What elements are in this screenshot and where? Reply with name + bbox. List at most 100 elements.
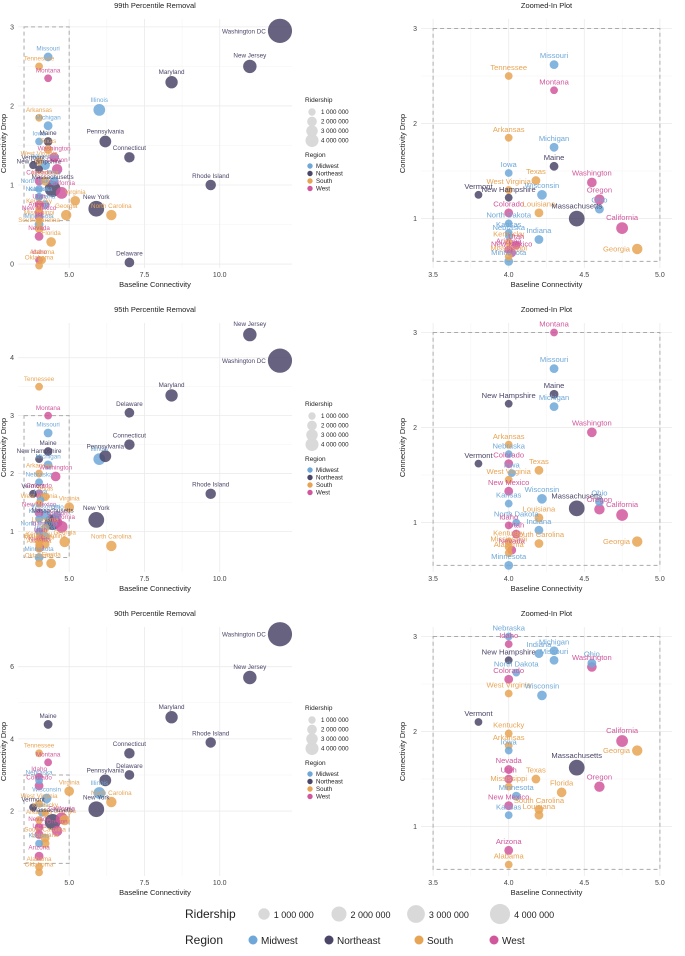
bottom-legend-swatch-midwest <box>248 935 258 945</box>
data-label-iowa: Iowa <box>504 460 521 469</box>
data-point-colorado <box>504 208 514 218</box>
x-tick-label: 4.0 <box>504 272 514 279</box>
data-point-rhode-island <box>205 488 216 500</box>
data-label-massachusetts: Massachusetts <box>551 491 602 500</box>
data-point-montana <box>44 758 53 767</box>
data-label-louisiana: Louisiana <box>523 504 556 513</box>
data-label-iowa: Iowa <box>32 131 46 138</box>
x-tick-label: 5.0 <box>655 880 665 887</box>
data-label-new-mexico: New Mexico <box>488 478 529 487</box>
data-point-colorado <box>34 781 44 791</box>
data-point-iowa <box>504 169 513 177</box>
data-label-nebraska: Nebraska <box>26 186 53 193</box>
data-label-rhode-island: Rhode Island <box>192 173 230 180</box>
data-point-new-york <box>88 200 105 217</box>
panel-title: Zoomed-In Plot <box>521 609 573 618</box>
data-label-new-hampshire: New Hampshire <box>17 448 62 455</box>
bottom-legend-size-swatch <box>489 903 511 925</box>
data-point-new-york <box>88 801 105 818</box>
panel-title: 90th Percentile Removal <box>114 609 196 618</box>
data-point-missouri <box>549 364 559 374</box>
zoom-region-box <box>23 26 70 222</box>
data-label-tennessee: Tennessee <box>24 376 55 383</box>
data-label-nevada: Nevada <box>28 225 50 232</box>
data-point-pennsylvania <box>99 450 112 463</box>
x-tick-label: 4.5 <box>579 576 589 583</box>
data-label-idaho: Idaho <box>31 249 47 256</box>
legend-ridership-title: Ridership <box>305 97 333 104</box>
data-point-louisiana <box>40 176 50 186</box>
data-point-tennessee <box>504 72 513 80</box>
data-point-texas <box>534 465 544 475</box>
data-label-oklahoma: Oklahoma <box>25 862 54 869</box>
data-label-alabama: Alabama <box>494 540 525 549</box>
data-label-wisconsin: Wisconsin <box>32 787 61 794</box>
data-label-new-york: New York <box>83 794 110 801</box>
data-point-mississippi <box>504 543 513 552</box>
data-point-florida <box>46 558 56 569</box>
legend-swatch-west <box>307 793 313 800</box>
bottom-legend-label-south: South <box>427 936 453 947</box>
data-label-nebraska: Nebraska <box>26 769 53 776</box>
data-label-new-mexico: New Mexico <box>491 239 532 248</box>
data-label-mississippi: Mississippi <box>24 534 54 541</box>
data-label-vermont: Vermont <box>464 182 493 191</box>
data-label-florida: Florida <box>550 779 574 788</box>
legend-size-swatch <box>308 108 316 116</box>
legend-size-swatch <box>307 724 317 735</box>
data-label-wisconsin: Wisconsin <box>525 485 560 494</box>
legend-swatch-northeast <box>307 170 313 177</box>
data-point-new-hampshire <box>504 656 513 665</box>
x-tick-label: 4.0 <box>504 880 514 887</box>
data-point-north-dakota <box>504 219 513 228</box>
data-label-north-dakota: North Dakota <box>494 660 540 669</box>
x-tick-label: 7.5 <box>140 576 150 583</box>
data-label-new-hampshire: New Hampshire <box>17 158 62 165</box>
data-point-west-virginia <box>504 475 513 484</box>
data-label-illinois: Illinois <box>91 780 109 787</box>
data-point-vermont <box>474 718 483 726</box>
data-point-california <box>616 509 628 521</box>
data-point-massachusetts <box>568 759 585 776</box>
data-label-maine: Maine <box>40 440 58 447</box>
data-label-new-hampshire: New Hampshire <box>482 391 536 400</box>
data-point-illinois <box>93 104 106 116</box>
legend-size-label: 2 000 000 <box>321 727 349 734</box>
legend-size-label: 1 000 000 <box>321 413 349 420</box>
data-label-minnesota: Minnesota <box>491 248 527 257</box>
data-point-pennsylvania <box>99 774 112 787</box>
data-label-california: California <box>606 726 639 735</box>
x-tick-label: 10.0 <box>213 576 227 583</box>
legend-swatch-midwest <box>307 771 313 777</box>
data-point-maryland <box>165 76 178 89</box>
data-point-north-carolina <box>106 209 117 221</box>
legend-swatch-south <box>307 786 313 792</box>
data-point-new-jersey <box>243 59 257 74</box>
data-label-washington-dc: Washington DC <box>222 358 266 365</box>
legend-size-swatch <box>305 741 319 756</box>
data-point-texas <box>531 774 541 784</box>
data-point-ohio <box>595 497 604 507</box>
data-point-georgia <box>632 745 643 756</box>
data-label-kentucky: Kentucky <box>26 531 53 538</box>
data-label-new-york: New York <box>83 505 110 512</box>
data-point-north-carolina <box>106 796 117 808</box>
data-point-indiana <box>534 525 544 535</box>
y-axis-title: Connectivity Drop <box>398 722 407 781</box>
data-point-new-mexico <box>34 508 44 518</box>
data-label-arizona: Arizona <box>28 201 50 208</box>
zoom-region-box <box>23 774 70 864</box>
legend-size-label: 3 000 000 <box>321 432 349 439</box>
data-label-north-dakota: North Dakota <box>494 510 540 519</box>
legend-size-label: 4 000 000 <box>321 138 349 145</box>
data-point-kentucky <box>35 204 43 213</box>
x-tick-label: 7.5 <box>140 880 150 887</box>
legend-size-swatch <box>308 716 316 724</box>
side-legend-2: Ridership 1 000 000 2 000 000 3 000 000 4 00… <box>305 401 349 497</box>
data-point-iowa <box>504 746 513 755</box>
data-point-alabama <box>504 549 513 557</box>
data-point-kansas <box>504 499 513 508</box>
data-point-nebraska <box>35 776 43 785</box>
data-point-arkansas <box>35 816 43 824</box>
legend-region-title: Region <box>305 456 326 463</box>
